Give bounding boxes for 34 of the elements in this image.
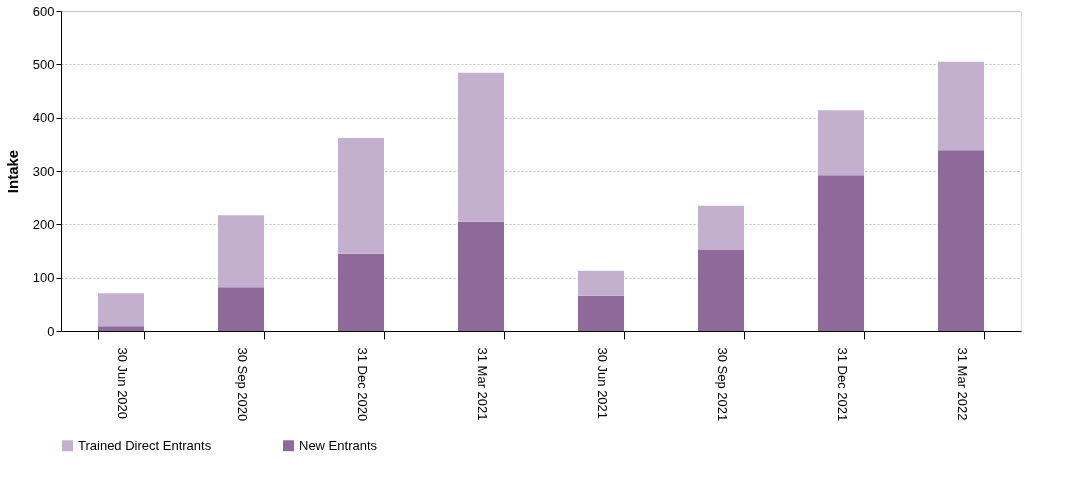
bar xyxy=(98,326,144,331)
bar xyxy=(698,249,744,331)
bar xyxy=(938,61,984,151)
x-tick-label: 30 Jun 2020 xyxy=(114,347,130,420)
x-tick-label: 31 Dec 2020 xyxy=(354,347,370,422)
bar xyxy=(458,221,504,331)
bar xyxy=(458,72,504,222)
bar xyxy=(578,295,624,331)
legend-label: New Entrants xyxy=(299,437,378,453)
bar xyxy=(818,110,864,176)
bar xyxy=(218,215,264,288)
x-tick-label: 31 Mar 2022 xyxy=(954,347,970,421)
y-axis-title: Intake xyxy=(3,149,21,194)
x-tick-label: 30 Sep 2020 xyxy=(234,347,250,422)
x-tick-label: 31 Dec 2021 xyxy=(834,347,850,422)
y-tick-label: 600 xyxy=(32,3,55,19)
y-tick-label: 200 xyxy=(32,216,55,232)
x-tick-label: 31 Mar 2021 xyxy=(474,347,490,421)
legend-label: Trained Direct Entrants xyxy=(78,437,212,453)
bar xyxy=(698,205,744,250)
bar xyxy=(338,253,384,331)
y-tick-label: 500 xyxy=(32,56,55,72)
y-tick-label: 300 xyxy=(32,163,55,179)
x-tick-label: 30 Sep 2021 xyxy=(714,347,730,422)
bar xyxy=(338,137,384,254)
bar xyxy=(218,287,264,331)
bar xyxy=(818,175,864,331)
bar xyxy=(98,293,144,327)
bar xyxy=(578,270,624,296)
y-tick-label: 400 xyxy=(32,110,55,126)
y-tick-label: 100 xyxy=(32,270,55,286)
bar xyxy=(938,150,984,331)
y-tick-label: 0 xyxy=(47,323,55,339)
x-tick-label: 30 Jun 2021 xyxy=(594,347,610,420)
